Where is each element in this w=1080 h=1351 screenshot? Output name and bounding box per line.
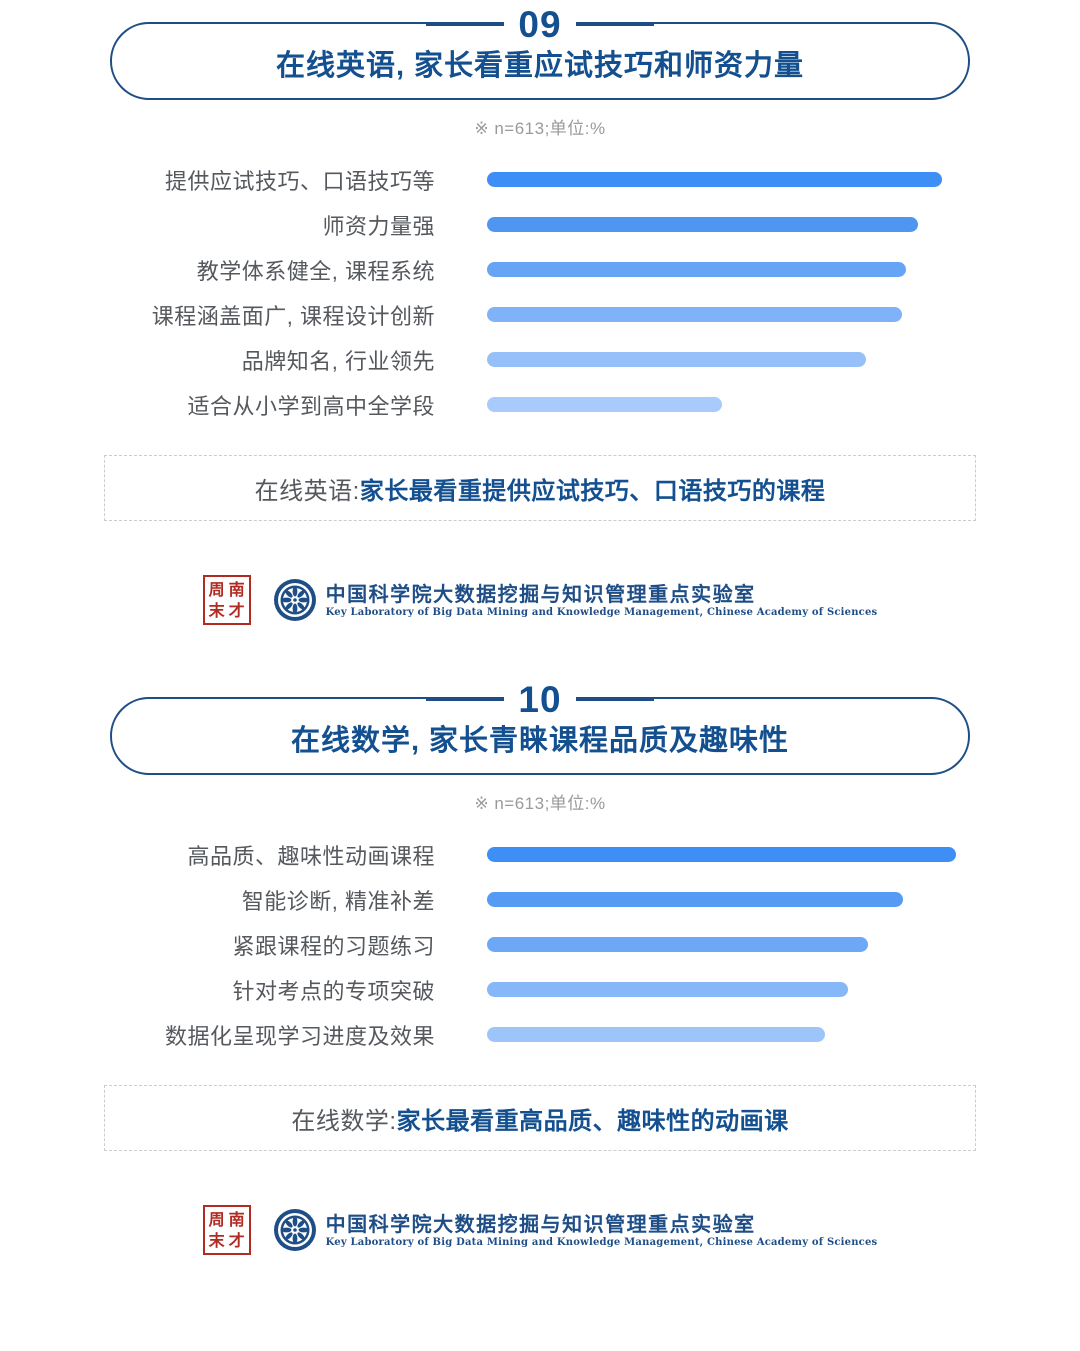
section-10-title: 在线数学, 家长青睐课程品质及趣味性 [290, 724, 790, 757]
section-09-number: 09 [504, 6, 576, 43]
section-09: 在线英语, 家长看重应试技巧和师资力量 09 ※ n=613;单位:% 提供应试… [0, 0, 1080, 625]
bar-track [487, 922, 1080, 967]
table-row: 针对考点的专项突破 [0, 967, 1080, 1012]
bar-fill [487, 172, 942, 187]
seal-char: 才 [228, 1230, 245, 1250]
bar-track [487, 337, 1080, 382]
lab-name-cn: 中国科学院大数据挖掘与知识管理重点实验室 [325, 581, 756, 606]
bar-fill [487, 847, 956, 862]
bar-fill [487, 1027, 825, 1042]
badge-line-right [575, 698, 654, 701]
lab-logo-block: 中国科学院大数据挖掘与知识管理重点实验室 Key Laboratory of B… [273, 578, 878, 622]
bar-fill [487, 937, 868, 952]
table-row: 课程涵盖面广, 课程设计创新 [0, 292, 1080, 337]
seal-char: 才 [228, 600, 245, 620]
footer-logo-10: 周 南 末 才 [0, 1205, 1080, 1255]
lab-name-en: Key Laboratory of Big Data Mining and Kn… [325, 1236, 878, 1248]
bar-label: 紧跟课程的习题练习 [232, 933, 435, 959]
bar-track [487, 202, 1080, 247]
lab-text: 中国科学院大数据挖掘与知识管理重点实验室 Key Laboratory of B… [326, 1213, 878, 1248]
table-row: 教学体系健全, 课程系统 [0, 247, 1080, 292]
section-09-bar-chart: 提供应试技巧、口语技巧等 师资力量强 教学体系健全, 课程系统 课程涵盖面广, … [0, 157, 1080, 427]
section-10-note: ※ n=613;单位:% [474, 794, 606, 813]
table-row: 品牌知名, 行业领先 [0, 337, 1080, 382]
table-row: 师资力量强 [0, 202, 1080, 247]
bar-label: 数据化呈现学习进度及效果 [164, 1023, 435, 1049]
bar-track [487, 247, 1080, 292]
section-10-conclusion-box: 在线数学: 家长最看重高品质、趣味性的动画课 [104, 1085, 976, 1151]
seal-char: 末 [208, 600, 225, 620]
lab-name-cn: 中国科学院大数据挖掘与知识管理重点实验室 [325, 1211, 756, 1236]
bar-fill [487, 352, 866, 367]
cas-flower-emblem-icon [273, 579, 316, 621]
table-row: 智能诊断, 精准补差 [0, 877, 1080, 922]
section-10-number-badge: 10 [110, 681, 970, 718]
cas-flower-emblem-icon [273, 1209, 316, 1251]
conclusion-main: 家长最看重提供应试技巧、口语技巧的课程 [359, 477, 826, 505]
section-09-title: 在线英语, 家长看重应试技巧和师资力量 [275, 49, 805, 82]
bar-fill [487, 892, 903, 907]
lab-name-en: Key Laboratory of Big Data Mining and Kn… [325, 606, 878, 618]
bar-track [487, 877, 1080, 922]
bar-label: 提供应试技巧、口语技巧等 [164, 168, 435, 194]
bar-track [487, 292, 1080, 337]
section-10-header: 在线数学, 家长青睐课程品质及趣味性 10 [110, 675, 970, 775]
lab-logo-block: 中国科学院大数据挖掘与知识管理重点实验室 Key Laboratory of B… [273, 1208, 878, 1252]
table-row: 提供应试技巧、口语技巧等 [0, 157, 1080, 202]
red-seal-icon: 周 南 末 才 [202, 1205, 251, 1255]
bar-track [487, 967, 1080, 1012]
badge-line-right [575, 23, 654, 26]
bar-fill [487, 397, 722, 412]
bar-track [487, 832, 1080, 877]
conclusion-prefix: 在线英语: [254, 477, 360, 505]
seal-char: 周 [208, 579, 225, 599]
bar-label: 师资力量强 [322, 213, 435, 239]
badge-line-left [426, 698, 505, 701]
section-10-bar-chart: 高品质、趣味性动画课程 智能诊断, 精准补差 紧跟课程的习题练习 针对考点的专项… [0, 832, 1080, 1057]
bar-track [487, 382, 1080, 427]
bar-fill [487, 217, 918, 232]
bar-fill [487, 982, 848, 997]
table-row: 数据化呈现学习进度及效果 [0, 1012, 1080, 1057]
lab-text: 中国科学院大数据挖掘与知识管理重点实验室 Key Laboratory of B… [326, 583, 878, 618]
table-row: 适合从小学到高中全学段 [0, 382, 1080, 427]
conclusion-main: 家长最看重高品质、趣味性的动画课 [396, 1107, 789, 1135]
section-10-number: 10 [504, 681, 576, 718]
section-09-number-badge: 09 [110, 6, 970, 43]
section-10: 在线数学, 家长青睐课程品质及趣味性 10 ※ n=613;单位:% 高品质、趣… [0, 675, 1080, 1255]
section-09-conclusion-box: 在线英语: 家长最看重提供应试技巧、口语技巧的课程 [104, 455, 976, 521]
footer-logo-09: 周 南 末 才 [0, 575, 1080, 625]
table-row: 高品质、趣味性动画课程 [0, 832, 1080, 877]
badge-line-left [426, 23, 505, 26]
bar-label: 针对考点的专项突破 [232, 978, 435, 1004]
bar-label: 教学体系健全, 课程系统 [196, 258, 435, 284]
table-row: 紧跟课程的习题练习 [0, 922, 1080, 967]
seal-char: 周 [208, 1209, 225, 1229]
bar-track [487, 157, 1080, 202]
conclusion-prefix: 在线数学: [291, 1107, 397, 1135]
bar-label: 适合从小学到高中全学段 [187, 393, 435, 419]
bar-label: 课程涵盖面广, 课程设计创新 [151, 303, 435, 329]
bar-fill [487, 307, 902, 322]
bar-label: 智能诊断, 精准补差 [241, 888, 435, 914]
seal-char: 末 [208, 1230, 225, 1250]
bar-track [487, 1012, 1080, 1057]
seal-char: 南 [228, 1209, 245, 1229]
bar-label: 高品质、趣味性动画课程 [187, 843, 435, 869]
section-09-note: ※ n=613;单位:% [474, 119, 606, 138]
seal-char: 南 [228, 579, 245, 599]
red-seal-icon: 周 南 末 才 [202, 575, 251, 625]
bar-fill [487, 262, 906, 277]
section-09-header: 在线英语, 家长看重应试技巧和师资力量 09 [110, 0, 970, 100]
bar-label: 品牌知名, 行业领先 [241, 348, 435, 374]
